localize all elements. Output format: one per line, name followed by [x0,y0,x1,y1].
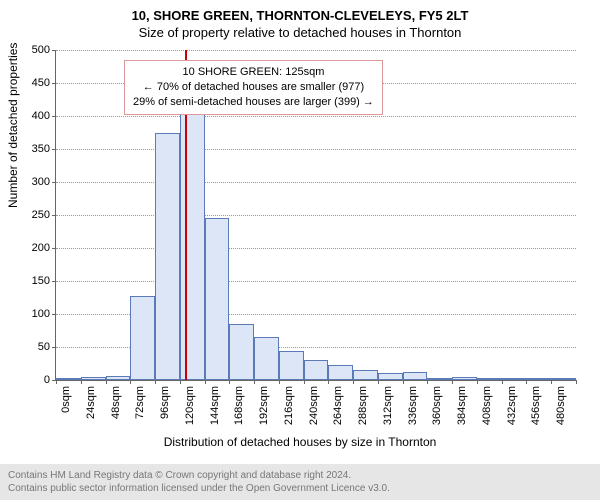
xtick-mark [254,380,255,384]
xtick-label: 312sqm [382,386,394,425]
ytick-label: 450 [32,77,56,89]
xtick-mark [452,380,453,384]
xtick-label: 456sqm [530,386,542,425]
histogram-bar [353,370,378,380]
histogram-bar [551,378,576,380]
histogram-bar [229,324,254,380]
xtick-label: 408sqm [481,386,493,425]
annotation-line2: ← 70% of detached houses are smaller (97… [133,80,374,95]
xtick-mark [427,380,428,384]
footer-line2: Contains public sector information licen… [8,482,592,495]
xtick-label: 48sqm [110,386,122,419]
xtick-mark [477,380,478,384]
xtick-mark [279,380,280,384]
histogram-bar [403,372,428,380]
histogram-bar [304,360,329,380]
xtick-label: 96sqm [159,386,171,419]
histogram-bar [477,378,502,380]
histogram-bar [205,218,230,380]
xtick-label: 336sqm [407,386,419,425]
gridline [56,50,576,51]
histogram-bar [378,373,403,380]
chart-title-address: 10, SHORE GREEN, THORNTON-CLEVELEYS, FY5… [0,0,600,23]
xtick-mark [180,380,181,384]
histogram-bar [427,378,452,380]
xtick-mark [81,380,82,384]
gridline [56,182,576,183]
xtick-mark [130,380,131,384]
chart-subtitle: Size of property relative to detached ho… [0,23,600,40]
xtick-label: 240sqm [308,386,320,425]
xtick-label: 264sqm [332,386,344,425]
xtick-mark [229,380,230,384]
chart-container: Number of detached properties 0501001502… [0,40,600,460]
histogram-bar [155,133,180,381]
xtick-mark [526,380,527,384]
footer-attribution: Contains HM Land Registry data © Crown c… [0,464,600,500]
xtick-label: 432sqm [506,386,518,425]
ytick-label: 150 [32,275,56,287]
xtick-label: 192sqm [258,386,270,425]
xtick-mark [403,380,404,384]
annotation-line3: 29% of semi-detached houses are larger (… [133,95,374,110]
histogram-bar [106,376,131,380]
x-axis-label: Distribution of detached houses by size … [0,435,600,449]
xtick-mark [353,380,354,384]
xtick-label: 480sqm [555,386,567,425]
xtick-label: 120sqm [184,386,196,425]
xtick-label: 72sqm [134,386,146,419]
histogram-bar [526,378,551,380]
xtick-mark [328,380,329,384]
xtick-label: 360sqm [431,386,443,425]
gridline [56,215,576,216]
gridline [56,248,576,249]
histogram-bar [130,296,155,380]
gridline [56,281,576,282]
xtick-label: 216sqm [283,386,295,425]
xtick-mark [106,380,107,384]
annotation-box: 10 SHORE GREEN: 125sqm← 70% of detached … [124,60,383,115]
histogram-bar [81,377,106,380]
histogram-bar [180,108,205,380]
xtick-label: 384sqm [456,386,468,425]
footer-line1: Contains HM Land Registry data © Crown c… [8,469,592,482]
annotation-line1: 10 SHORE GREEN: 125sqm [133,65,374,80]
xtick-mark [205,380,206,384]
xtick-label: 144sqm [209,386,221,425]
xtick-label: 168sqm [233,386,245,425]
xtick-mark [551,380,552,384]
histogram-bar [328,365,353,380]
ytick-label: 500 [32,44,56,56]
histogram-bar [452,377,477,380]
ytick-label: 350 [32,143,56,155]
xtick-label: 0sqm [60,386,72,413]
histogram-bar [279,351,304,380]
histogram-bar [502,378,527,380]
y-axis-label: Number of detached properties [6,43,20,208]
ytick-label: 250 [32,209,56,221]
histogram-bar [56,378,81,380]
ytick-label: 50 [38,341,56,353]
ytick-label: 0 [44,374,56,386]
ytick-label: 100 [32,308,56,320]
xtick-label: 24sqm [85,386,97,419]
xtick-mark [155,380,156,384]
xtick-mark [502,380,503,384]
plot-area: 0501001502002503003504004505000sqm24sqm4… [55,50,576,381]
gridline [56,149,576,150]
xtick-mark [56,380,57,384]
ytick-label: 300 [32,176,56,188]
xtick-mark [378,380,379,384]
gridline [56,116,576,117]
xtick-label: 288sqm [357,386,369,425]
ytick-label: 400 [32,110,56,122]
xtick-mark [576,380,577,384]
xtick-mark [304,380,305,384]
histogram-bar [254,337,279,380]
ytick-label: 200 [32,242,56,254]
